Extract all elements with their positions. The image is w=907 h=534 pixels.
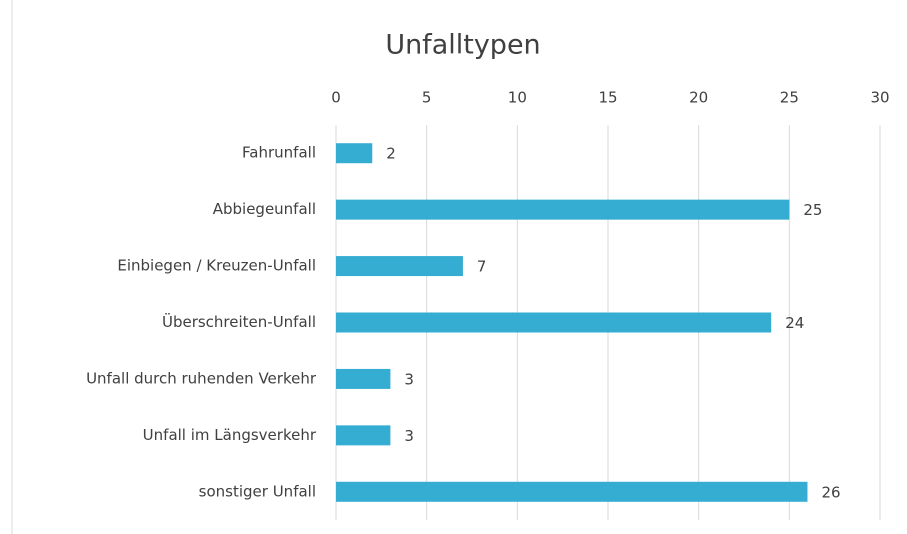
y-tick-label: Überschreiten-Unfall [162, 312, 316, 331]
bar [336, 481, 808, 502]
bar [336, 425, 391, 446]
chart-title: Unfalltypen [385, 30, 540, 61]
y-tick-label: Abbiegeunfall [213, 200, 316, 218]
x-tick-label: 15 [598, 89, 617, 107]
bar [336, 312, 772, 333]
data-label: 2 [386, 145, 396, 163]
y-tick-label: Unfall durch ruhenden Verkehr [86, 369, 317, 387]
x-tick-label: 20 [689, 89, 708, 107]
data-label: 26 [821, 483, 840, 501]
data-label: 25 [803, 201, 822, 219]
y-tick-label: sonstiger Unfall [199, 482, 316, 500]
bar [336, 368, 391, 389]
x-tick-label: 5 [422, 89, 432, 107]
x-tick-label: 25 [780, 89, 799, 107]
bar [336, 199, 790, 220]
data-label: 24 [785, 314, 804, 332]
x-tick-label: 0 [331, 89, 341, 107]
x-tick-label: 10 [508, 89, 527, 107]
y-tick-label: Unfall im Längsverkehr [143, 426, 317, 444]
y-tick-label: Einbiegen / Kreuzen-Unfall [117, 257, 316, 275]
bar [336, 143, 373, 164]
data-label: 3 [404, 427, 414, 445]
data-label: 3 [404, 370, 414, 388]
bar [336, 256, 463, 277]
y-tick-label: Fahrunfall [242, 144, 316, 162]
data-label: 7 [477, 258, 487, 276]
x-tick-label: 30 [870, 89, 889, 107]
